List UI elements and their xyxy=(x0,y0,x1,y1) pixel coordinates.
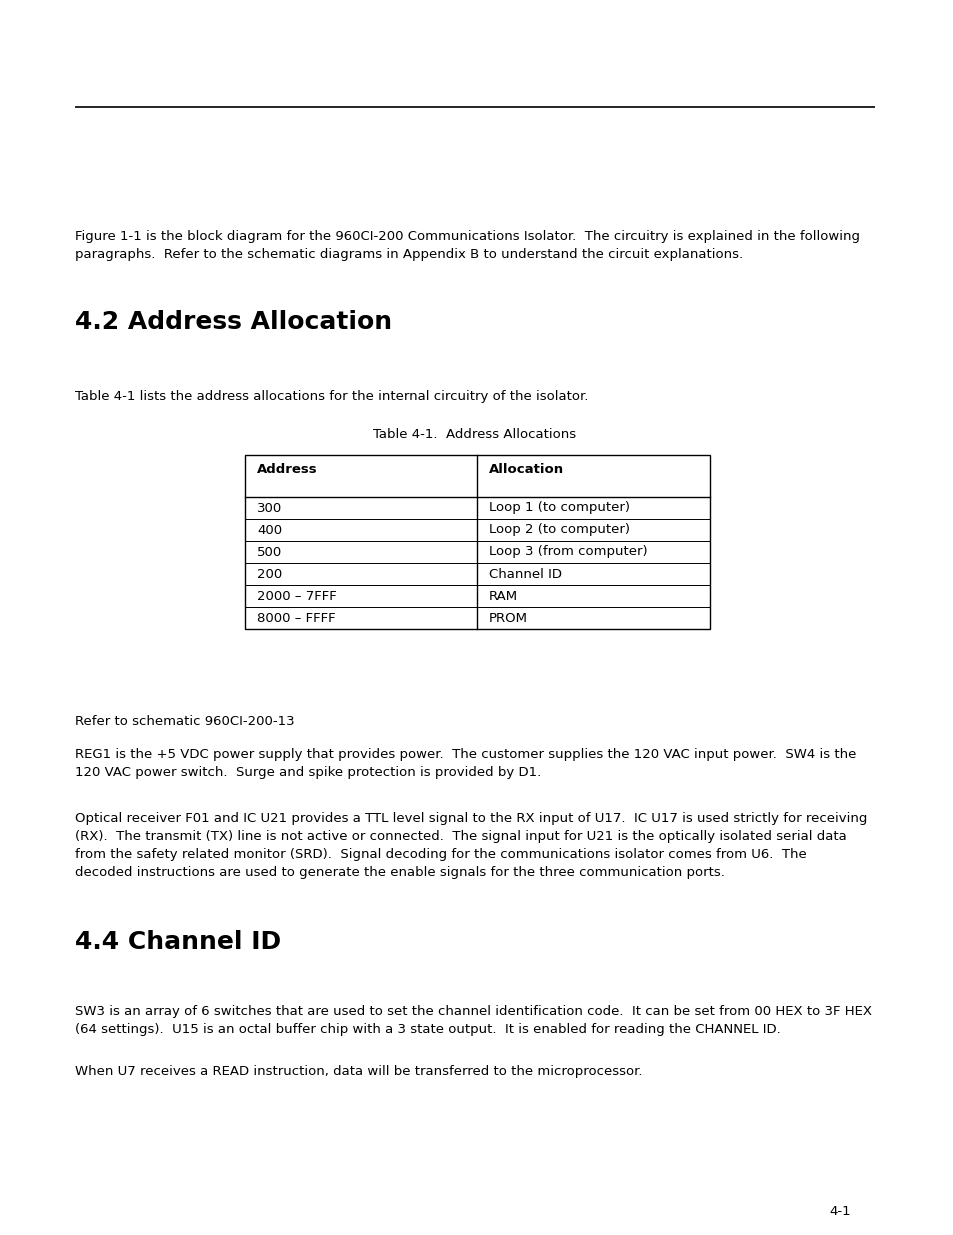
Text: 4.2 Address Allocation: 4.2 Address Allocation xyxy=(75,310,392,333)
Text: Table 4-1.  Address Allocations: Table 4-1. Address Allocations xyxy=(373,429,576,441)
Text: 2000 – 7FFF: 2000 – 7FFF xyxy=(256,589,336,603)
Text: Figure 1-1 is the block diagram for the 960CI-200 Communications Isolator.  The : Figure 1-1 is the block diagram for the … xyxy=(75,230,859,261)
Text: 8000 – FFFF: 8000 – FFFF xyxy=(256,611,335,625)
Text: Refer to schematic 960CI-200-13: Refer to schematic 960CI-200-13 xyxy=(75,715,294,727)
Text: PROM: PROM xyxy=(489,611,527,625)
Text: Table 4-1 lists the address allocations for the internal circuitry of the isolat: Table 4-1 lists the address allocations … xyxy=(75,390,588,403)
Text: 300: 300 xyxy=(256,501,282,515)
Text: When U7 receives a READ instruction, data will be transferred to the microproces: When U7 receives a READ instruction, dat… xyxy=(75,1065,641,1078)
Text: 200: 200 xyxy=(256,568,282,580)
Text: REG1 is the +5 VDC power supply that provides power.  The customer supplies the : REG1 is the +5 VDC power supply that pro… xyxy=(75,748,856,779)
Text: 4.4 Channel ID: 4.4 Channel ID xyxy=(75,930,281,953)
Bar xyxy=(245,454,709,629)
Text: Loop 2 (to computer): Loop 2 (to computer) xyxy=(489,524,629,536)
Text: SW3 is an array of 6 switches that are used to set the channel identification co: SW3 is an array of 6 switches that are u… xyxy=(75,1005,871,1036)
Text: Optical receiver F01 and IC U21 provides a TTL level signal to the RX input of U: Optical receiver F01 and IC U21 provides… xyxy=(75,811,866,879)
Text: 400: 400 xyxy=(256,524,282,536)
Text: 4-1: 4-1 xyxy=(828,1205,850,1218)
Text: 500: 500 xyxy=(256,546,282,558)
Text: Loop 3 (from computer): Loop 3 (from computer) xyxy=(489,546,647,558)
Text: Channel ID: Channel ID xyxy=(489,568,561,580)
Text: RAM: RAM xyxy=(489,589,517,603)
Text: Allocation: Allocation xyxy=(489,463,563,475)
Text: Address: Address xyxy=(256,463,317,475)
Text: Loop 1 (to computer): Loop 1 (to computer) xyxy=(489,501,629,515)
